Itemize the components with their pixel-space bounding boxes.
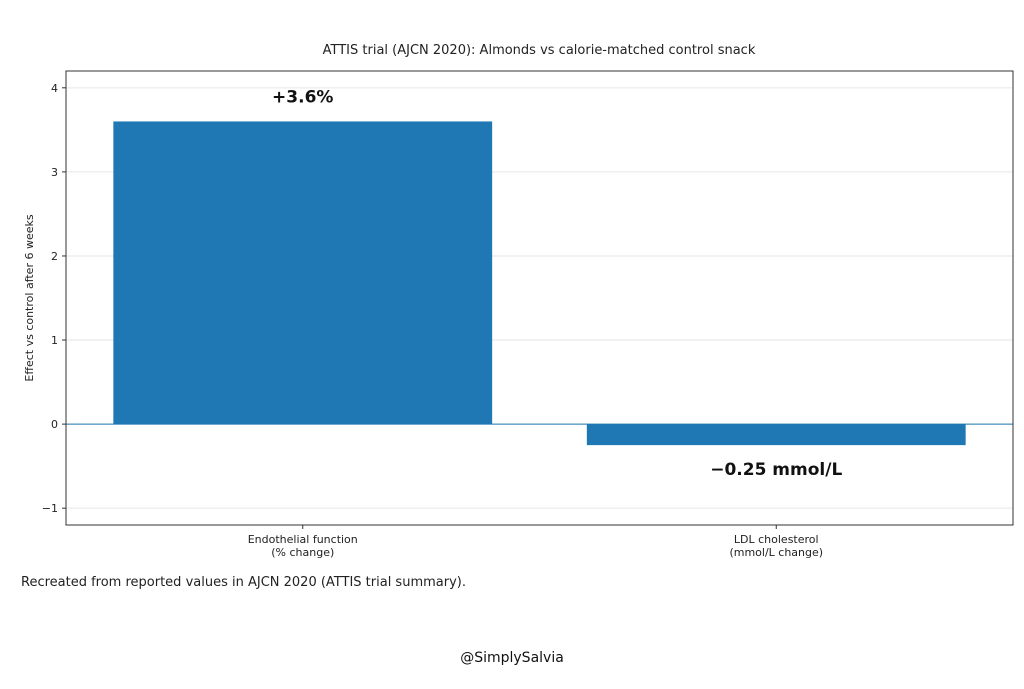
data-labels: +3.6% −0.25 mmol/L (272, 87, 842, 480)
bar-0 (113, 121, 493, 425)
y-tick-label: 3 (51, 166, 58, 179)
data-label: +3.6% (272, 87, 333, 107)
credit: @SimplySalvia (460, 650, 564, 666)
x-tick-label: (% change) (271, 546, 334, 559)
bar-1 (586, 424, 966, 446)
y-tick-label: 1 (51, 334, 58, 347)
footnote: Recreated from reported values in AJCN 2… (21, 575, 466, 590)
y-axis-ticks: −1 0 1 2 3 4 (42, 82, 66, 515)
y-axis-label: Effect vs control after 6 weeks (23, 214, 36, 381)
y-tick-label: 4 (51, 82, 58, 95)
x-axis-ticks: Endothelial function(% change) LDL choles… (248, 525, 823, 559)
x-tick-label: (mmol/L change) (729, 546, 823, 559)
plot-frame (65, 70, 1014, 526)
y-tick-label: 0 (51, 418, 58, 431)
data-label: −0.25 mmol/L (710, 460, 842, 480)
y-tick-label: 2 (51, 250, 58, 263)
x-tick-label: LDL cholesterol (734, 533, 819, 546)
chart: ATTIS trial (AJCN 2020): Almonds vs calo… (23, 43, 1014, 559)
x-tick-label: Endothelial function (248, 533, 358, 546)
chart-title: ATTIS trial (AJCN 2020): Almonds vs calo… (323, 43, 756, 58)
y-tick-label: −1 (42, 502, 58, 515)
bars (113, 121, 966, 446)
